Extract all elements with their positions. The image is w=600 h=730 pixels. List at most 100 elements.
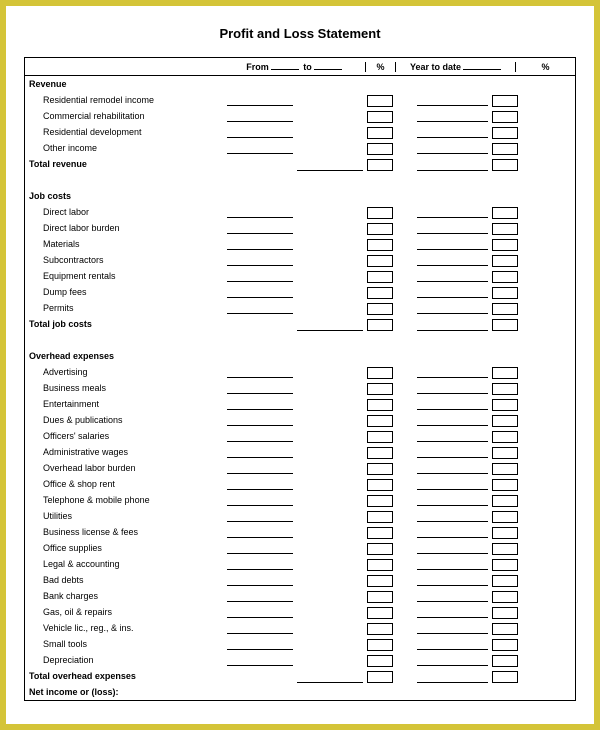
total-pct-1[interactable] <box>365 670 395 683</box>
amount-1[interactable] <box>225 527 295 538</box>
amount-1[interactable] <box>225 623 295 634</box>
total-ytd[interactable] <box>415 158 490 171</box>
total-pct-1[interactable] <box>365 158 395 171</box>
amount-1[interactable] <box>225 143 295 154</box>
pct-1[interactable] <box>365 430 395 443</box>
ytd-amount[interactable] <box>415 207 490 218</box>
pct-2[interactable] <box>490 94 575 107</box>
amount-1[interactable] <box>225 303 295 314</box>
amount-1[interactable] <box>225 255 295 266</box>
ytd-amount[interactable] <box>415 655 490 666</box>
pct-1[interactable] <box>365 478 395 491</box>
pct-1[interactable] <box>365 270 395 283</box>
pct-1[interactable] <box>365 494 395 507</box>
ytd-amount[interactable] <box>415 639 490 650</box>
total-pct-1[interactable] <box>365 318 395 331</box>
ytd-amount[interactable] <box>415 479 490 490</box>
amount-1[interactable] <box>225 495 295 506</box>
ytd-amount[interactable] <box>415 399 490 410</box>
pct-1[interactable] <box>365 222 395 235</box>
ytd-amount[interactable] <box>415 287 490 298</box>
amount-1[interactable] <box>225 575 295 586</box>
pct-1[interactable] <box>365 286 395 299</box>
total-ytd[interactable] <box>415 670 490 683</box>
pct-2[interactable] <box>490 622 575 635</box>
pct-1[interactable] <box>365 126 395 139</box>
pct-1[interactable] <box>365 654 395 667</box>
amount-1[interactable] <box>225 415 295 426</box>
pct-2[interactable] <box>490 254 575 267</box>
pct-1[interactable] <box>365 526 395 539</box>
pct-2[interactable] <box>490 654 575 667</box>
pct-2[interactable] <box>490 542 575 555</box>
total-pct-2[interactable] <box>490 158 575 171</box>
ytd-amount[interactable] <box>415 511 490 522</box>
amount-1[interactable] <box>225 463 295 474</box>
pct-2[interactable] <box>490 238 575 251</box>
amount-1[interactable] <box>225 207 295 218</box>
amount-1[interactable] <box>225 239 295 250</box>
pct-2[interactable] <box>490 142 575 155</box>
amount-1[interactable] <box>225 271 295 282</box>
amount-1[interactable] <box>225 383 295 394</box>
pct-2[interactable] <box>490 206 575 219</box>
total-pct-2[interactable] <box>490 670 575 683</box>
pct-2[interactable] <box>490 606 575 619</box>
total-ytd[interactable] <box>415 318 490 331</box>
pct-2[interactable] <box>490 398 575 411</box>
total-pct-2[interactable] <box>490 318 575 331</box>
pct-1[interactable] <box>365 606 395 619</box>
total-amount[interactable] <box>295 318 365 331</box>
ytd-amount[interactable] <box>415 447 490 458</box>
ytd-amount[interactable] <box>415 495 490 506</box>
ytd-amount[interactable] <box>415 127 490 138</box>
pct-1[interactable] <box>365 142 395 155</box>
pct-2[interactable] <box>490 110 575 123</box>
pct-1[interactable] <box>365 638 395 651</box>
pct-1[interactable] <box>365 622 395 635</box>
pct-2[interactable] <box>490 494 575 507</box>
pct-1[interactable] <box>365 302 395 315</box>
pct-1[interactable] <box>365 110 395 123</box>
pct-2[interactable] <box>490 366 575 379</box>
pct-2[interactable] <box>490 462 575 475</box>
ytd-amount[interactable] <box>415 431 490 442</box>
pct-1[interactable] <box>365 398 395 411</box>
amount-1[interactable] <box>225 479 295 490</box>
amount-1[interactable] <box>225 655 295 666</box>
amount-1[interactable] <box>225 367 295 378</box>
amount-1[interactable] <box>225 447 295 458</box>
ytd-amount[interactable] <box>415 415 490 426</box>
pct-2[interactable] <box>490 302 575 315</box>
ytd-amount[interactable] <box>415 527 490 538</box>
ytd-amount[interactable] <box>415 255 490 266</box>
pct-2[interactable] <box>490 430 575 443</box>
pct-2[interactable] <box>490 558 575 571</box>
amount-1[interactable] <box>225 639 295 650</box>
pct-1[interactable] <box>365 590 395 603</box>
pct-2[interactable] <box>490 638 575 651</box>
pct-2[interactable] <box>490 590 575 603</box>
ytd-amount[interactable] <box>415 623 490 634</box>
ytd-amount[interactable] <box>415 271 490 282</box>
pct-2[interactable] <box>490 382 575 395</box>
pct-2[interactable] <box>490 270 575 283</box>
amount-1[interactable] <box>225 607 295 618</box>
amount-1[interactable] <box>225 543 295 554</box>
amount-1[interactable] <box>225 287 295 298</box>
ytd-amount[interactable] <box>415 223 490 234</box>
ytd-amount[interactable] <box>415 143 490 154</box>
ytd-amount[interactable] <box>415 303 490 314</box>
pct-2[interactable] <box>490 526 575 539</box>
amount-1[interactable] <box>225 111 295 122</box>
amount-1[interactable] <box>225 223 295 234</box>
ytd-amount[interactable] <box>415 383 490 394</box>
amount-1[interactable] <box>225 399 295 410</box>
amount-1[interactable] <box>225 511 295 522</box>
amount-1[interactable] <box>225 591 295 602</box>
pct-1[interactable] <box>365 574 395 587</box>
ytd-amount[interactable] <box>415 239 490 250</box>
pct-2[interactable] <box>490 126 575 139</box>
pct-1[interactable] <box>365 510 395 523</box>
ytd-amount[interactable] <box>415 607 490 618</box>
